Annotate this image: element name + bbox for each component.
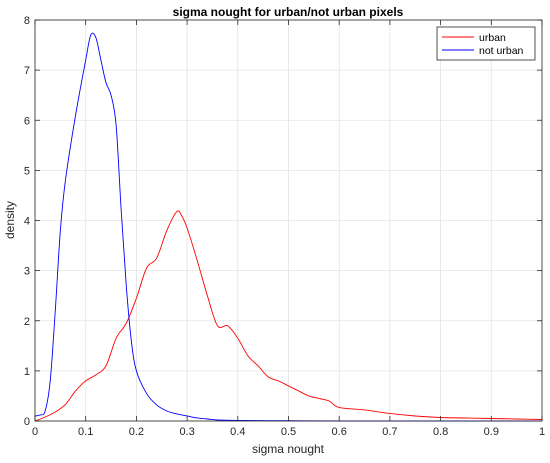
x-tick-label: 0.3 — [179, 426, 194, 438]
series-line-not-urban — [34, 32, 542, 422]
x-tick-label: 0.5 — [281, 426, 296, 438]
x-axis-label: sigma nought — [252, 442, 325, 456]
legend-box — [436, 26, 536, 61]
chart-title: sigma nought for urban/not urban pixels — [173, 5, 404, 19]
y-tick-label: 8 — [24, 15, 30, 27]
y-axis: 0 1 2 3 4 5 6 7 8 — [24, 15, 542, 428]
x-tick-label: 0.1 — [78, 426, 93, 438]
x-tick-label: 0.9 — [484, 426, 499, 438]
x-tick-label: 0.8 — [433, 426, 448, 438]
x-tick-label: 0.4 — [230, 426, 245, 438]
y-tick-label: 5 — [24, 165, 30, 177]
series-layer — [34, 32, 543, 422]
series-line-urban — [34, 210, 543, 422]
x-tick-label: 0 — [32, 426, 38, 438]
legend-label: not urban — [479, 45, 524, 57]
y-tick-label: 0 — [24, 416, 30, 428]
x-tick-label: 0.7 — [382, 426, 397, 438]
legend-label: urban — [479, 32, 506, 44]
y-tick-label: 4 — [24, 216, 30, 228]
y-tick-label: 6 — [24, 115, 30, 127]
x-axis: 0 0.1 0.2 0.3 0.4 0.5 0.6 0.7 0.8 0.9 1 — [32, 20, 545, 438]
x-tick-label: 1 — [539, 426, 545, 438]
x-tick-label: 0.6 — [332, 426, 347, 438]
y-axis-label: density — [3, 201, 17, 239]
y-tick-label: 2 — [24, 316, 30, 328]
y-tick-label: 7 — [24, 65, 30, 77]
x-tick-label: 0.2 — [129, 426, 144, 438]
y-tick-label: 1 — [24, 366, 30, 378]
y-tick-label: 3 — [24, 266, 30, 278]
